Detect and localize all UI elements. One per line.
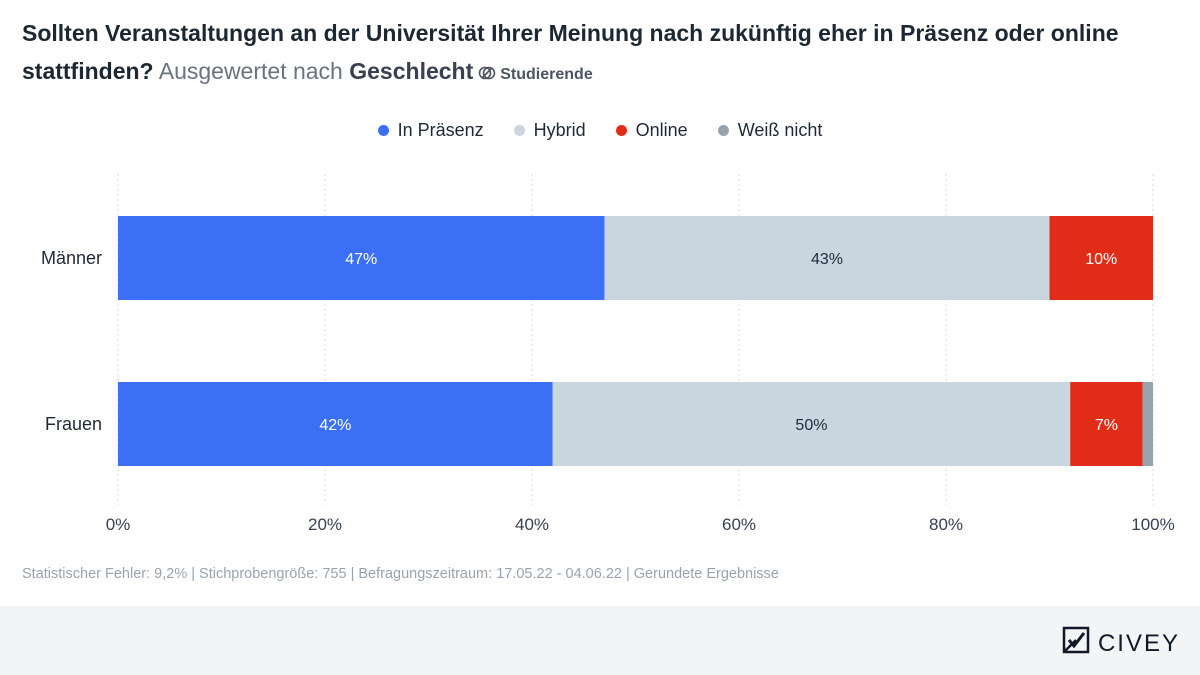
legend-item-in-praesenz[interactable]: In Präsenz bbox=[377, 120, 484, 141]
data-label: 10% bbox=[1085, 251, 1117, 268]
bar-segment bbox=[1070, 382, 1143, 466]
brand[interactable]: CIVEY bbox=[1062, 626, 1180, 661]
brand-name: CIVEY bbox=[1097, 629, 1180, 657]
civey-logo-icon bbox=[1062, 626, 1090, 661]
title-group-variable: Geschlecht bbox=[349, 58, 474, 84]
data-label: 43% bbox=[811, 251, 843, 268]
bar-segment bbox=[1049, 216, 1153, 300]
legend-label-hybrid: Hybrid bbox=[533, 120, 586, 140]
legend-dot-hybrid bbox=[513, 125, 525, 136]
category-label: Männer bbox=[41, 248, 102, 268]
data-label: 42% bbox=[319, 417, 351, 434]
x-tick-label: 100% bbox=[1131, 515, 1174, 534]
data-label: 50% bbox=[795, 417, 827, 434]
legend-label-online: Online bbox=[635, 120, 688, 140]
bar-segment bbox=[1142, 382, 1153, 466]
bar-segment bbox=[118, 382, 553, 466]
bar-segment bbox=[118, 216, 605, 300]
x-tick-label: 40% bbox=[515, 515, 549, 534]
bar-segment bbox=[604, 216, 1050, 300]
category-label: Frauen bbox=[45, 414, 102, 434]
legend-item-weiss-nicht[interactable]: Weiß nicht bbox=[717, 120, 823, 141]
legend-dot-weiss-nicht bbox=[717, 125, 729, 136]
bottom-bar: CIVEY bbox=[0, 606, 1200, 675]
title-subtitle: Ausgewertet nach bbox=[158, 58, 343, 84]
filter-overlap-icon[interactable] bbox=[478, 55, 496, 93]
x-tick-label: 20% bbox=[308, 515, 342, 534]
chart-legend: In Präsenz Hybrid Online Weiß nicht bbox=[0, 120, 1200, 141]
legend-item-online[interactable]: Online bbox=[615, 120, 688, 141]
title-question: Sollten Veranstaltungen an der Universit… bbox=[22, 20, 1119, 84]
chart-title: Sollten Veranstaltungen an der Universit… bbox=[22, 14, 1172, 94]
filter-label[interactable]: Studierende bbox=[500, 66, 593, 83]
footer-note: Statistischer Fehler: 9,2% | Stichproben… bbox=[22, 566, 779, 582]
legend-label-in-praesenz: In Präsenz bbox=[397, 120, 484, 140]
stacked-bar-chart: 0% 20% 40% 60% 80% 100% Männer 47% 43% 10% Frauen 4… bbox=[41, 174, 1175, 534]
bar-segment bbox=[552, 382, 1071, 466]
legend-label-weiss-nicht: Weiß nicht bbox=[737, 120, 823, 140]
x-tick-label: 0% bbox=[106, 515, 131, 534]
data-label: 47% bbox=[345, 251, 377, 268]
data-label: 7% bbox=[1095, 417, 1118, 434]
legend-dot-online bbox=[615, 125, 627, 136]
legend-item-hybrid[interactable]: Hybrid bbox=[513, 120, 586, 141]
x-tick-label: 60% bbox=[722, 515, 756, 534]
x-tick-label: 80% bbox=[929, 515, 963, 534]
legend-dot-in-praesenz bbox=[377, 125, 389, 136]
